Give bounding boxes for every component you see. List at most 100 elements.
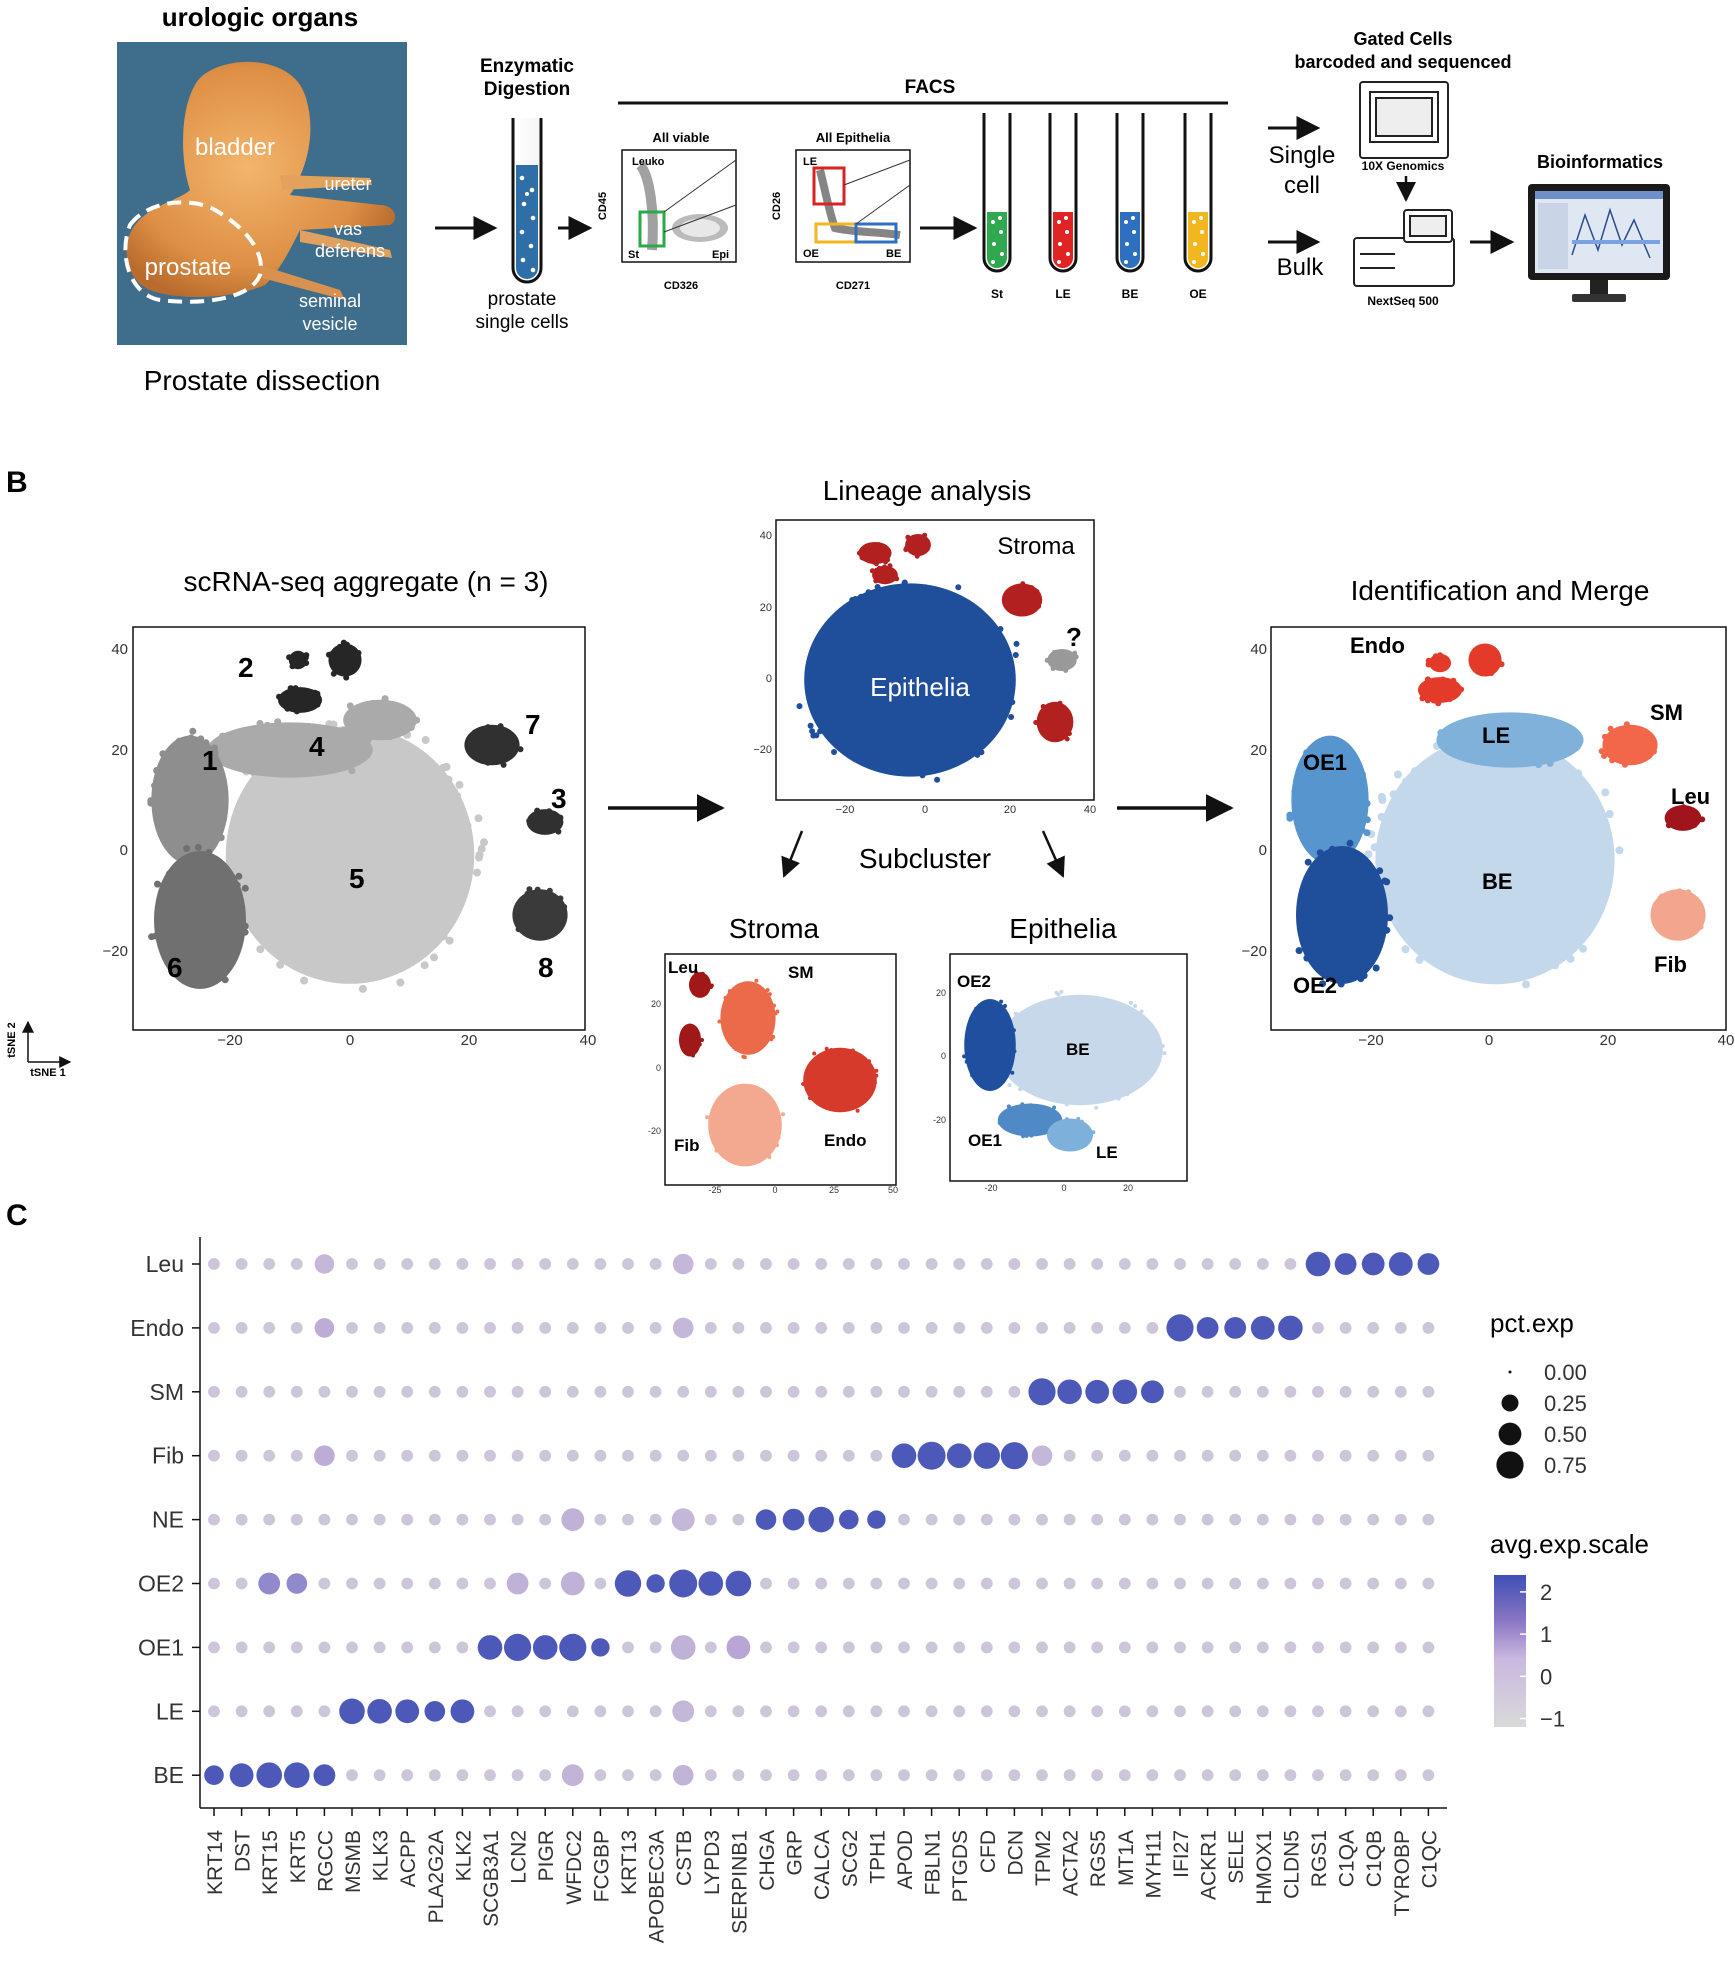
dot-leu-msmb bbox=[346, 1258, 358, 1270]
sorted-tube-label-3: OE bbox=[1189, 287, 1206, 301]
dot-sm-ptgds bbox=[953, 1385, 966, 1398]
stroma-sm bbox=[717, 978, 780, 1060]
dot-endo-apod bbox=[898, 1322, 910, 1334]
cluster-4 bbox=[207, 718, 373, 778]
dot-oe2-rgs1 bbox=[1312, 1577, 1324, 1590]
organ-shape bbox=[126, 61, 396, 300]
dot-endo-sele bbox=[1224, 1317, 1247, 1339]
dot-ne-scgb3a1 bbox=[484, 1513, 496, 1526]
colorbar-ticks: 2 1 0 −1 bbox=[1520, 1580, 1565, 1732]
dot-ne-rgcc bbox=[318, 1513, 331, 1526]
dot-oe1-tph1 bbox=[870, 1641, 883, 1654]
dot-sm-fbln1 bbox=[925, 1385, 938, 1398]
dot-le-krt14 bbox=[208, 1705, 220, 1718]
epithelia-ticks: -20 0 20 20 0 -20 bbox=[933, 988, 1133, 1193]
dot-le-cfd bbox=[980, 1705, 993, 1718]
dot-fib-grp bbox=[787, 1449, 800, 1462]
dot-leu-cstb bbox=[672, 1253, 694, 1275]
dot-be-cldn5 bbox=[1284, 1769, 1297, 1782]
dot-fib-serpinb1 bbox=[732, 1449, 745, 1462]
dot-oe1-krt15 bbox=[263, 1641, 276, 1654]
dot-le-apobec3a bbox=[649, 1705, 662, 1718]
label-prostate: prostate bbox=[145, 254, 232, 281]
merge-tick-x-3: 40 bbox=[1718, 1032, 1735, 1049]
size-legend: 0.00 0.25 0.50 0.75 bbox=[1496, 1360, 1587, 1479]
col-label-acta2: ACTA2 bbox=[1060, 1830, 1083, 1896]
dot-oe2-c1qa bbox=[1339, 1577, 1352, 1590]
merge-le bbox=[1436, 712, 1584, 769]
dot-oe2-serpinb1 bbox=[725, 1570, 752, 1597]
dot-leu-fbln1 bbox=[925, 1258, 938, 1270]
gated-title-1: Gated Cells bbox=[1353, 29, 1452, 49]
row-label-fib: Fib bbox=[152, 1443, 184, 1469]
prostate-outline bbox=[123, 200, 263, 304]
epithelia-title: Epithelia bbox=[1009, 913, 1117, 944]
dot-endo-calca bbox=[815, 1322, 828, 1334]
col-label-ptgds: PTGDS bbox=[949, 1830, 972, 1902]
plot1-xlabel: CD326 bbox=[664, 280, 698, 292]
genomics-instrument-icon bbox=[1359, 81, 1449, 159]
dot-endo-klk3 bbox=[373, 1322, 386, 1334]
stroma-label-leu: Leu bbox=[668, 958, 698, 977]
merge-endo-b bbox=[1468, 643, 1505, 677]
dot-be-lcn2 bbox=[511, 1769, 524, 1782]
dot-fib-acta2 bbox=[1063, 1449, 1076, 1462]
row-label-sm: SM bbox=[150, 1379, 185, 1405]
dot-oe2-acpp bbox=[401, 1577, 414, 1590]
dot-be-krt15 bbox=[256, 1762, 283, 1788]
dot-endo-pla2g2a bbox=[428, 1322, 441, 1334]
dot-le-tpm2 bbox=[1036, 1705, 1048, 1718]
digestion-title-1: Enzymatic bbox=[480, 56, 574, 77]
cluster-2c bbox=[286, 650, 310, 670]
dot-ne-myh11 bbox=[1146, 1513, 1159, 1526]
lineage-stroma-c bbox=[869, 563, 900, 585]
dot-sm-pla2g2a bbox=[428, 1385, 441, 1398]
col-label-dst: DST bbox=[232, 1830, 255, 1872]
dot-sm-rgs5 bbox=[1085, 1379, 1110, 1404]
dot-leu-hmox1 bbox=[1256, 1258, 1269, 1270]
str-tick-y-1: 0 bbox=[656, 1063, 661, 1073]
dot-endo-krt14 bbox=[208, 1322, 220, 1334]
merge-labels: Endo LE SM OE1 Leu BE OE2 Fib bbox=[1293, 633, 1710, 998]
dot-leu-pla2g2a bbox=[428, 1258, 441, 1270]
legend-size-title: pct.exp bbox=[1490, 1308, 1574, 1338]
dot-oe1-myh11 bbox=[1146, 1641, 1159, 1654]
merge-tick-y-2: 0 bbox=[1259, 842, 1267, 859]
dot-oe1-apod bbox=[898, 1641, 910, 1654]
dot-be-chga bbox=[760, 1769, 772, 1782]
dot-le-rgcc bbox=[318, 1705, 331, 1718]
dot-leu-krt15 bbox=[263, 1258, 276, 1270]
dot-ne-apobec3a bbox=[649, 1513, 662, 1526]
dot-oe1-dcn bbox=[1008, 1641, 1021, 1654]
col-label-c1qa: C1QA bbox=[1336, 1830, 1359, 1887]
row-label-leu: Leu bbox=[146, 1251, 184, 1277]
dot-endo-scgb3a1 bbox=[484, 1322, 496, 1334]
dot-oe1-sele bbox=[1229, 1641, 1242, 1654]
dot-leu-pigr bbox=[539, 1258, 552, 1270]
tsne-axis-key: tSNE 1 tSNE 2 bbox=[6, 1020, 72, 1079]
dot-fib-cldn5 bbox=[1284, 1449, 1297, 1462]
merge-tick-x-1: 0 bbox=[1485, 1032, 1493, 1049]
stroma-fib bbox=[705, 1083, 785, 1167]
dot-be-cstb bbox=[672, 1764, 694, 1786]
dot-le-acpp bbox=[395, 1699, 420, 1724]
bioinformatics-label: Bioinformatics bbox=[1537, 152, 1663, 172]
dot-sm-scg2 bbox=[842, 1385, 855, 1398]
agg-tick-x-0: −20 bbox=[217, 1032, 242, 1049]
facs-plot-all-viable: All viable Leuko St Epi CD326 CD45 bbox=[597, 130, 737, 292]
epi-tick-x-1: 0 bbox=[1061, 1183, 1066, 1193]
col-label-klk3: KLK3 bbox=[370, 1830, 393, 1881]
dot-sm-dcn bbox=[1008, 1385, 1021, 1398]
dot-le-wfdc2 bbox=[566, 1705, 579, 1718]
colorbar-label-3: −1 bbox=[1540, 1707, 1565, 1732]
row-label-oe2: OE2 bbox=[138, 1571, 184, 1597]
dot-be-rgs5 bbox=[1091, 1769, 1104, 1782]
dot-ne-c1qa bbox=[1339, 1513, 1352, 1526]
dot-oe2-klk3 bbox=[373, 1577, 386, 1590]
dot-be-hmox1 bbox=[1256, 1769, 1269, 1782]
row-label-endo: Endo bbox=[130, 1315, 184, 1341]
label-seminal: seminal bbox=[299, 291, 361, 311]
dot-sm-rgcc bbox=[318, 1385, 331, 1398]
dot-ne-chga bbox=[755, 1509, 777, 1530]
